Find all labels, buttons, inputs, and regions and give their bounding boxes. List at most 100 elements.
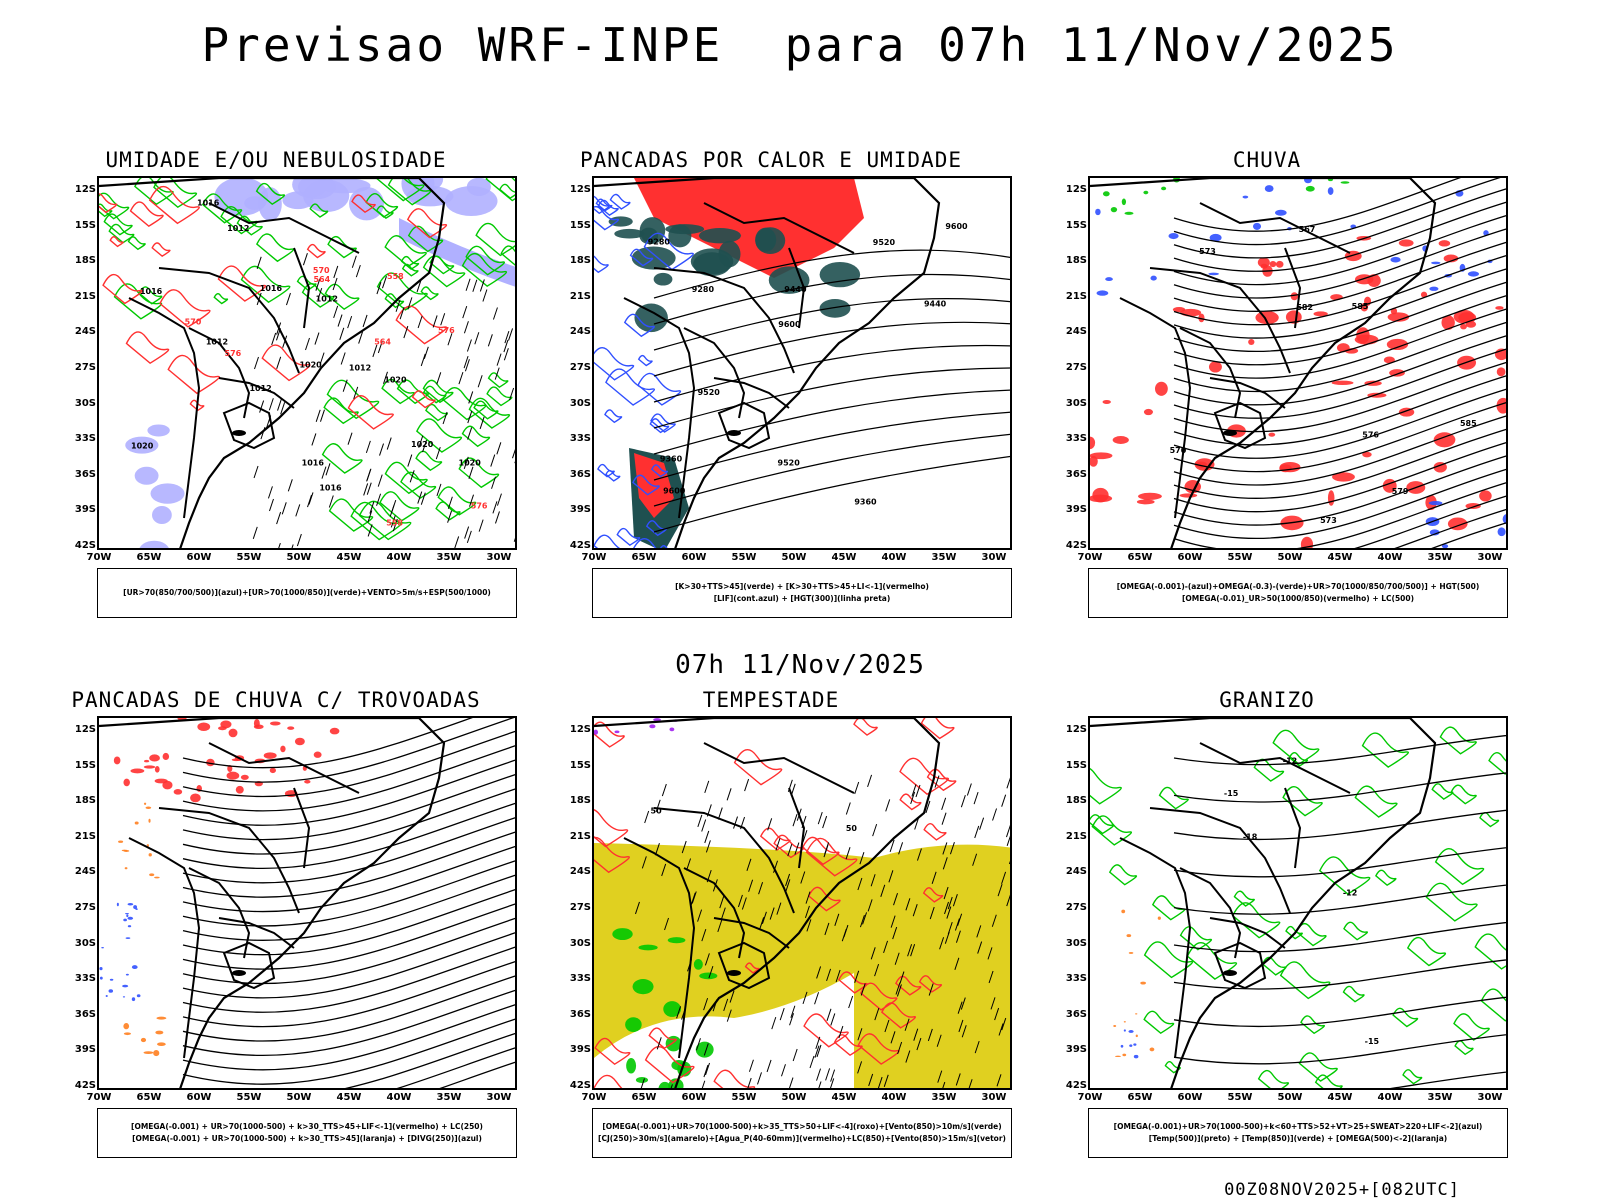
contour-label: 564	[374, 337, 391, 346]
lat-tick-label: 39S	[1065, 1044, 1087, 1056]
map-svg: 585 585 582 579 576 573 573 570 567	[1090, 178, 1506, 548]
legend-line: [OMEGA(-0.001)-(azul)+OMEGA(-0.3)-(verde…	[1116, 582, 1480, 591]
lon-tick-label: 35W	[931, 1092, 957, 1103]
lon-tick-label: 30W	[981, 552, 1007, 563]
contour-label: 1020	[131, 442, 154, 451]
lon-tick-label: 70W	[1077, 1092, 1103, 1103]
lon-tick-label: 45W	[336, 552, 362, 563]
contour-label: 570	[313, 266, 330, 275]
contour-label: 573	[1199, 247, 1216, 256]
lon-tick-label: 35W	[1427, 552, 1453, 563]
lat-tick-label: 27S	[74, 902, 96, 913]
contour-label: 9600	[945, 222, 968, 231]
lat-tick-label: 42S	[569, 540, 591, 551]
contour-label: 9520	[873, 238, 896, 247]
lat-tick-label: 33S	[1065, 973, 1087, 985]
contour-label: 1020	[411, 440, 434, 449]
lat-tick-label: 39S	[74, 1044, 96, 1056]
lon-tick-label: 40W	[881, 552, 907, 563]
lon-tick-label: 70W	[86, 1092, 112, 1103]
main-title: Previsao WRF-INPE para 07h 11/Nov/2025	[201, 18, 1399, 72]
contour-label: 1020	[384, 375, 407, 384]
panel-legend: [K>30+TTS>45](verde) + [K>30+TTS>45+LI<-…	[592, 568, 1012, 618]
lat-tick-label: 30S	[74, 937, 96, 949]
lat-tick-label: 36S	[74, 1008, 96, 1020]
lon-tick-label: 60W	[186, 552, 212, 563]
contour-label: 576	[225, 349, 242, 358]
lat-tick-label: 24S	[569, 866, 591, 878]
lon-tick-label: 40W	[1377, 1092, 1403, 1103]
lat-tick-label: 36S	[1065, 1008, 1087, 1020]
lon-tick-label: 55W	[236, 552, 262, 563]
contour-label: 9600	[778, 320, 801, 329]
contour-label: 570	[1170, 446, 1187, 455]
lat-tick-label: 15S	[74, 219, 96, 231]
lon-tick-label: 65W	[631, 552, 657, 563]
lat-tick-label: 15S	[74, 759, 96, 771]
panel-tempestade: TEMPESTADE 12S 15S 18S 21S 24S 27S 30S 33S 36S 39S…	[531, 688, 1012, 1178]
contour-label: 1012	[227, 224, 249, 233]
lat-tick-label: 18S	[569, 795, 591, 807]
lat-tick-label: 12S	[74, 724, 96, 735]
lon-tick-label: 35W	[436, 1092, 462, 1103]
mid-title: 07h 11/Nov/2025	[675, 650, 925, 680]
panel-title: UMIDADE E/OU NEBULOSIDADE	[105, 148, 447, 172]
lon-tick-label: 65W	[136, 1092, 162, 1103]
lat-tick-label: 27S	[1065, 902, 1087, 913]
lon-tick-label: 70W	[86, 552, 112, 563]
lon-tick-label: 55W	[1227, 1092, 1253, 1103]
legend-line: [OMEGA(-0.001)+UR>70(1000-500)+k<60+TTS>…	[1113, 1122, 1483, 1131]
contour-label: 576	[438, 326, 455, 335]
contour-label: 585	[1352, 302, 1369, 311]
legend-line: [UR>70(850/700/500)](azul)+[UR>70(1000/8…	[123, 588, 491, 597]
lon-tick-label: 45W	[336, 1092, 362, 1103]
lat-tick-label: 33S	[569, 973, 591, 985]
lon-tick-label: 40W	[386, 552, 412, 563]
contour-label: 1012	[349, 364, 371, 373]
lon-tick-label: 30W	[486, 552, 512, 563]
lat-tick-label: 15S	[569, 759, 591, 771]
lat-tick-label: 39S	[1065, 504, 1087, 516]
contour-label: 1012	[316, 294, 338, 303]
contour-label: 558	[386, 518, 403, 527]
contour-label: 582	[1296, 303, 1313, 312]
lon-tick-label: 50W	[781, 552, 807, 563]
lat-tick-label: 18S	[74, 255, 96, 267]
lon-tick-label: 30W	[1477, 1092, 1503, 1103]
lat-tick-label: 39S	[569, 504, 591, 516]
lat-tick-label: 18S	[1065, 795, 1087, 807]
lon-tick-label: 45W	[1327, 552, 1353, 563]
lat-tick-label: 36S	[569, 1008, 591, 1020]
contour-label: 576	[471, 501, 488, 510]
map-svg: 50 50	[594, 718, 1010, 1088]
panel-granizo: GRANIZO 12S 15S 18S 21S 24S 27S 30S 33S 36S 39S 42S…	[1027, 688, 1508, 1178]
map-plot-area	[97, 716, 517, 1090]
legend-line: [OMEGA(-0.01)_UR>50(1000/850)(vermelho) …	[1181, 594, 1415, 603]
lat-tick-label: 33S	[74, 973, 96, 985]
lat-tick-label: 30S	[74, 397, 96, 409]
lat-tick-label: 21S	[74, 290, 96, 302]
panel-legend: [UR>70(850/700/500)](azul)+[UR>70(1000/8…	[97, 568, 517, 618]
lat-tick-label: 42S	[74, 540, 96, 551]
lat-tick-label: 30S	[569, 397, 591, 409]
lon-tick-label: 50W	[781, 1092, 807, 1103]
lon-tick-label: 65W	[631, 1092, 657, 1103]
lat-tick-label: 36S	[74, 468, 96, 480]
lon-tick-label: 70W	[581, 552, 607, 563]
lon-tick-label: 40W	[881, 1092, 907, 1103]
lat-tick-label: 36S	[1065, 468, 1087, 480]
lat-tick-label: 24S	[74, 866, 96, 878]
contour-label: -15	[1224, 789, 1239, 798]
lat-tick-label: 15S	[1065, 759, 1087, 771]
lat-tick-label: 18S	[569, 255, 591, 267]
lat-tick-label: 15S	[1065, 219, 1087, 231]
lat-tick-label: 42S	[74, 1080, 96, 1091]
contour-label: 1012	[206, 338, 228, 347]
lat-tick-label: 24S	[1065, 326, 1087, 338]
lon-tick-label: 55W	[1227, 552, 1253, 563]
lat-tick-label: 27S	[74, 362, 96, 373]
lat-tick-label: 24S	[1065, 866, 1087, 878]
lon-tick-label: 50W	[1277, 552, 1303, 563]
lat-tick-label: 21S	[74, 830, 96, 842]
lat-tick-label: 21S	[569, 830, 591, 842]
